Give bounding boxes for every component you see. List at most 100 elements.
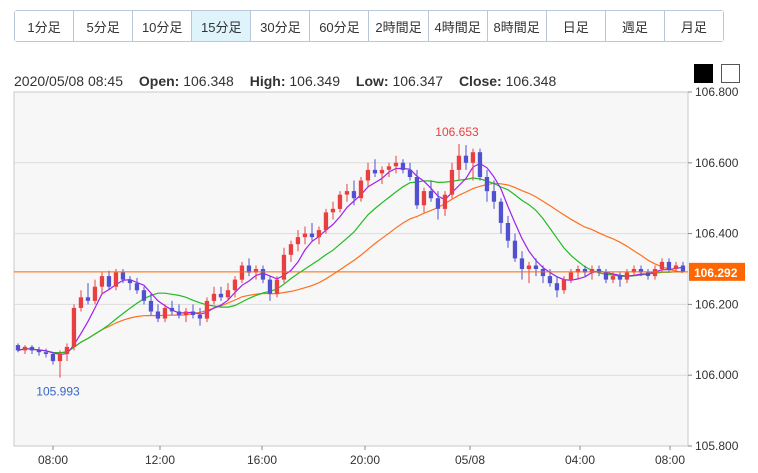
dark-theme-button[interactable] [694,64,713,83]
candle-body [127,279,133,284]
candle-body [43,352,49,354]
timeframe-tab[interactable]: 4時間足 [428,11,488,41]
candle-body [561,279,567,291]
y-tick-label: 106.600 [695,156,739,170]
candle-body [211,293,217,301]
candle-body [295,237,301,245]
candle-body [589,269,595,273]
candle-body [582,269,588,273]
candle-body [218,293,224,298]
candle-body [29,346,35,351]
candle-body [92,286,98,301]
timeframe-tab[interactable]: 5分足 [74,11,134,41]
ma-mid-line [17,177,684,354]
x-tick-label: 08:00 [655,453,685,467]
plot-area [13,91,689,447]
candle-body [337,194,343,209]
candle-body [540,269,546,277]
y-tick-label: 105.800 [695,439,739,453]
candle-body [428,191,434,199]
candle-body [281,254,287,280]
x-tick-label: 05/08 [455,453,485,467]
close-value: 106.348 [505,73,557,89]
timeframe-tab[interactable]: 2時間足 [369,11,429,41]
candle-body [414,177,420,206]
candle-body [519,258,525,269]
candle-body [512,240,518,259]
current-price-badge [689,262,745,281]
candle-body [421,191,427,206]
timeframe-tab[interactable]: 30分足 [251,11,311,41]
timeframe-tab[interactable]: 8時間足 [487,11,547,41]
timeframe-tab[interactable]: 1分足 [15,11,75,41]
candle-body [533,265,539,269]
low-label: Low: [355,73,389,89]
candle-body [491,191,497,202]
candle-body [610,276,616,280]
candle-body [435,198,441,209]
close-label: Close: [458,73,502,89]
candle-body [134,283,140,291]
candle-body [162,307,168,319]
timeframe-tab[interactable]: 月足 [664,11,723,41]
timeframe-tab[interactable]: 週足 [605,11,665,41]
y-tick-label: 106.200 [695,297,739,311]
candle-body [148,300,154,312]
open-label: Open: [138,73,180,89]
candle-body [85,297,91,301]
candle-body [155,311,161,319]
candle-body [386,166,392,170]
timeframe-tab[interactable]: 10分足 [133,11,193,41]
candle-body [365,169,371,181]
candle-body [169,307,175,312]
candle-body [358,180,364,199]
x-tick-label: 16:00 [247,453,277,467]
candle-body [372,169,378,174]
timeframe-tab[interactable]: 日足 [546,11,606,41]
candle-body [232,279,238,291]
candle-body [603,272,609,280]
candle-body [176,311,182,315]
candle-body [323,212,329,231]
timeframe-tabs: 1分足 5分足 10分足 15分足 30分足 60分足 2時間足 4時間足 8時間足 日足 週足 月足 [14,10,724,42]
candle-body [274,279,280,294]
light-theme-button[interactable] [721,64,740,83]
candle-body [141,290,147,301]
y-tick-label: 106.000 [695,368,739,382]
candle-body [225,290,231,298]
candle-body [120,272,126,280]
high-label: High: [249,73,286,89]
candle-body [113,272,119,287]
candle-body [351,191,357,199]
high-value: 106.349 [289,73,340,89]
candle-body [36,350,42,353]
max-price-label: 106.653 [435,125,479,139]
candle-body [680,265,686,272]
candle-body [631,269,637,273]
candle-body [645,272,651,276]
candle-body [260,269,266,280]
candle-body [379,169,385,174]
timeframe-tab[interactable]: 15分足 [192,11,252,41]
ohlc-readout: 2020/05/08 08:45 Open: 106.348 High: 106… [14,73,556,89]
candle-body [568,272,574,280]
ohlc-datetime: 2020/05/08 08:45 [14,73,123,89]
candle-body [673,265,679,269]
candle-body [239,265,245,280]
candle-body [330,208,336,213]
candle-body [99,276,105,287]
candle-body [624,272,630,280]
timeframe-tab[interactable]: 60分足 [310,11,370,41]
candle-body [652,269,658,277]
candle-body [400,162,406,170]
candle-body [316,230,322,238]
candle-body [449,169,455,195]
candle-body [267,279,273,294]
candle-body [463,155,469,163]
candle-body [288,244,294,255]
candle-body [183,311,189,315]
candle-body [190,311,196,315]
candle-body [15,345,21,351]
candle-body [554,283,560,291]
